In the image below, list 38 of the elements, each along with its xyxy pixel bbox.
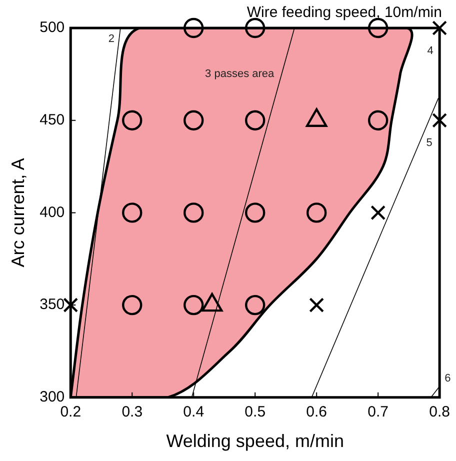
y-tick-label: 400 [40,204,65,221]
x-tick-label: 0.6 [306,404,328,421]
point [184,202,204,223]
x-tick-label: 0.7 [368,404,389,421]
point [184,294,204,316]
series-label: 6 [444,372,451,384]
annotation: 4 [427,44,434,57]
y-axis-title: Arc current, A [8,158,28,268]
y-tick-label: 450 [40,111,65,128]
point [122,294,142,316]
point [184,18,204,38]
point [370,205,386,220]
point [245,202,266,223]
point [306,202,327,223]
chart-title: Wire feeding speed, 10m/min [246,4,442,22]
x-tick-label: 0.2 [60,404,82,421]
x-tick-label: 0.8 [429,404,450,421]
x-tick-label: 0.5 [244,404,266,421]
annotation: 3 passes area [205,68,276,80]
point [245,18,266,38]
x-tick-label: 0.3 [122,404,143,421]
point [245,294,266,316]
x-axis-title: Welding speed, m/min [166,431,344,452]
point [122,202,142,223]
series-label: 2 [108,33,114,46]
point [432,112,448,128]
point [368,110,388,130]
point [432,20,448,36]
y-tick-label: 500 [40,19,65,36]
point [63,298,78,313]
y-tick-label: 350 [40,296,65,314]
y-tick-label: 300 [40,388,65,406]
point [122,110,142,130]
point [184,110,204,130]
series-label: 5 [426,137,432,150]
point [309,298,324,313]
x-tick-label: 0.4 [183,404,204,421]
point [245,110,266,130]
